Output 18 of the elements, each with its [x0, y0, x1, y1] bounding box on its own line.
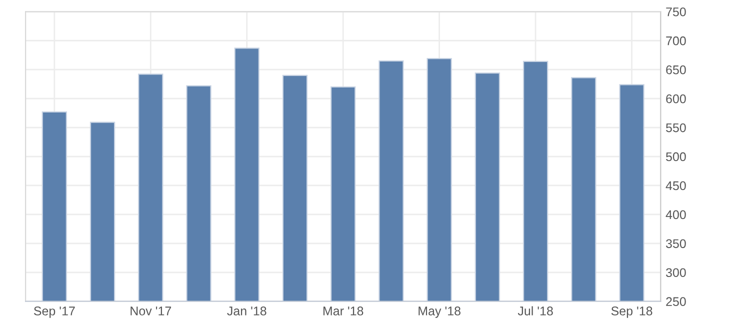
y-tick-label: 250 [666, 297, 686, 306]
y-tick-label: 600 [666, 94, 686, 104]
y-tick-label: 750 [666, 7, 686, 16]
y-tick-label: 400 [666, 210, 686, 220]
x-tick-label: May '18 [418, 306, 460, 318]
x-tick-label: Sep '17 [34, 306, 75, 318]
y-tick-label: 650 [666, 65, 686, 74]
y-tick-label: 450 [666, 181, 686, 190]
x-tick-label: Mar '18 [323, 306, 364, 316]
y-tick-label: 300 [666, 268, 686, 278]
x-tick-label: Nov '17 [130, 306, 172, 316]
y-tick-label: 500 [666, 152, 686, 162]
y-tick-label: 550 [666, 123, 686, 132]
x-tick-label: Sep '18 [611, 306, 652, 318]
x-tick-label: Jan '18 [227, 306, 266, 316]
y-tick-label: 350 [666, 239, 686, 248]
x-tick-label: Jul '18 [518, 306, 553, 316]
y-tick-label: 700 [666, 36, 686, 46]
